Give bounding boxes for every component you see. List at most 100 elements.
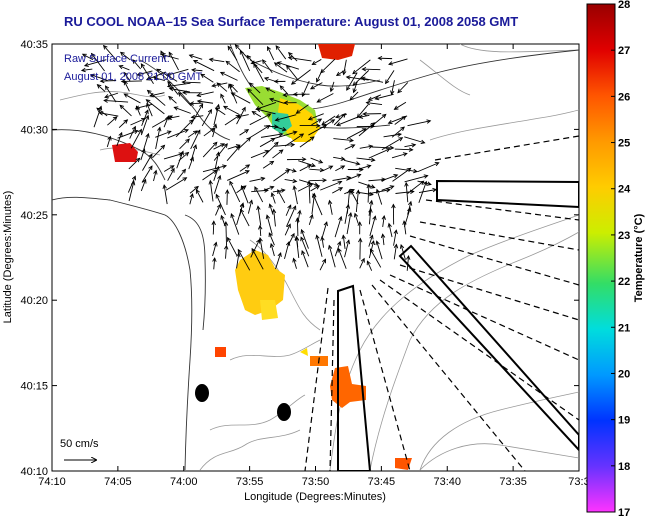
current-vector <box>251 189 269 193</box>
current-vector <box>297 183 313 192</box>
current-vector-head <box>270 192 275 198</box>
contour-3 <box>419 391 579 471</box>
current-vector <box>368 208 372 225</box>
current-vector <box>136 106 141 116</box>
current-vector <box>368 235 373 247</box>
current-vector-head <box>385 148 391 153</box>
current-vector <box>250 239 260 258</box>
current-vector <box>391 153 407 159</box>
current-vector-head <box>407 200 413 206</box>
x-axis-label: Longitude (Degrees:Minutes) <box>244 491 386 503</box>
current-vector <box>182 81 201 84</box>
current-vector <box>267 46 275 61</box>
current-vector-head <box>269 185 275 190</box>
current-vector-head <box>181 168 187 174</box>
current-vector <box>269 98 285 104</box>
current-vector <box>353 81 358 93</box>
current-vector <box>321 236 324 248</box>
coast-nj <box>52 196 193 471</box>
current-vector <box>202 142 218 158</box>
current-vector <box>163 184 168 205</box>
current-vector <box>366 102 383 105</box>
current-vector-head <box>290 80 296 85</box>
current-vector-head <box>235 114 241 119</box>
current-vector <box>251 248 264 270</box>
current-vector <box>333 156 345 160</box>
current-vector-head <box>301 157 307 162</box>
current-vector-head <box>145 132 150 138</box>
current-vector <box>333 138 354 142</box>
current-vector-head <box>167 80 172 86</box>
current-vector-head <box>290 232 295 238</box>
current-vector-head <box>352 81 358 87</box>
current-vector <box>257 206 262 226</box>
current-vector-head <box>137 128 142 134</box>
current-vector <box>391 80 395 95</box>
current-vector <box>406 255 409 271</box>
current-vector-head <box>189 156 194 162</box>
current-vector <box>174 106 191 114</box>
current-vector-head <box>215 103 221 109</box>
current-vector <box>359 145 373 149</box>
current-vector-head <box>300 236 305 242</box>
current-vector <box>241 185 249 204</box>
current-vector-head <box>287 204 292 210</box>
current-vector <box>274 131 297 139</box>
current-vector-head <box>291 168 297 173</box>
current-vector <box>336 116 359 126</box>
current-vector <box>90 74 108 81</box>
current-vector-head <box>220 93 225 99</box>
current-vector-head <box>281 127 287 132</box>
current-vector <box>130 118 146 126</box>
current-vector <box>195 189 204 203</box>
current-vector <box>229 83 238 93</box>
colorbar-tick-label: 21 <box>618 322 630 334</box>
current-vector <box>120 51 131 61</box>
current-vector <box>284 224 291 236</box>
current-vector-head <box>368 144 374 149</box>
current-vector <box>320 181 342 191</box>
current-vector-head <box>142 178 147 184</box>
current-vector-head <box>219 71 225 76</box>
current-vector-head <box>292 92 298 97</box>
current-vector-head <box>283 100 289 105</box>
current-vector <box>167 81 179 95</box>
current-vector-head <box>278 149 284 154</box>
current-vector-head <box>253 62 258 68</box>
current-vector <box>393 244 397 260</box>
coverage-box-southeast <box>398 244 579 452</box>
current-vector-head <box>420 139 426 145</box>
current-vector-head <box>135 157 141 163</box>
current-vector-head <box>311 60 317 65</box>
current-vector <box>271 192 276 204</box>
current-vector-head <box>118 131 123 137</box>
current-vector-head <box>335 122 341 127</box>
current-vector <box>368 178 386 182</box>
current-vector-head <box>136 71 142 77</box>
current-vector-head <box>224 244 229 250</box>
current-vector-head <box>316 77 321 83</box>
current-vector-head <box>208 57 214 63</box>
current-vector-head <box>381 113 387 119</box>
current-vector-head <box>387 222 392 228</box>
current-vector-head <box>157 126 162 132</box>
current-vector-head <box>273 124 279 129</box>
current-vector <box>236 107 246 125</box>
current-vector <box>286 65 299 81</box>
current-vector-head <box>112 116 118 121</box>
sst-patch-central-yellow-2 <box>260 300 278 320</box>
current-vector <box>201 109 212 127</box>
current-vector-head <box>240 208 245 214</box>
current-vector <box>293 185 298 205</box>
coast-raritan <box>52 129 166 181</box>
current-vectors <box>80 44 440 271</box>
y-axis-ticks: 40:35 40:30 40:25 40:20 40:15 40:10 <box>20 39 579 478</box>
contour-5 <box>429 109 579 141</box>
current-vector <box>310 82 323 90</box>
current-vector <box>220 94 226 104</box>
y-tick-label: 40:10 <box>20 466 48 478</box>
contour-4 <box>459 44 579 53</box>
x-tick-label: 74:10 <box>38 476 66 488</box>
current-vector <box>308 214 313 226</box>
current-vector <box>103 45 117 61</box>
